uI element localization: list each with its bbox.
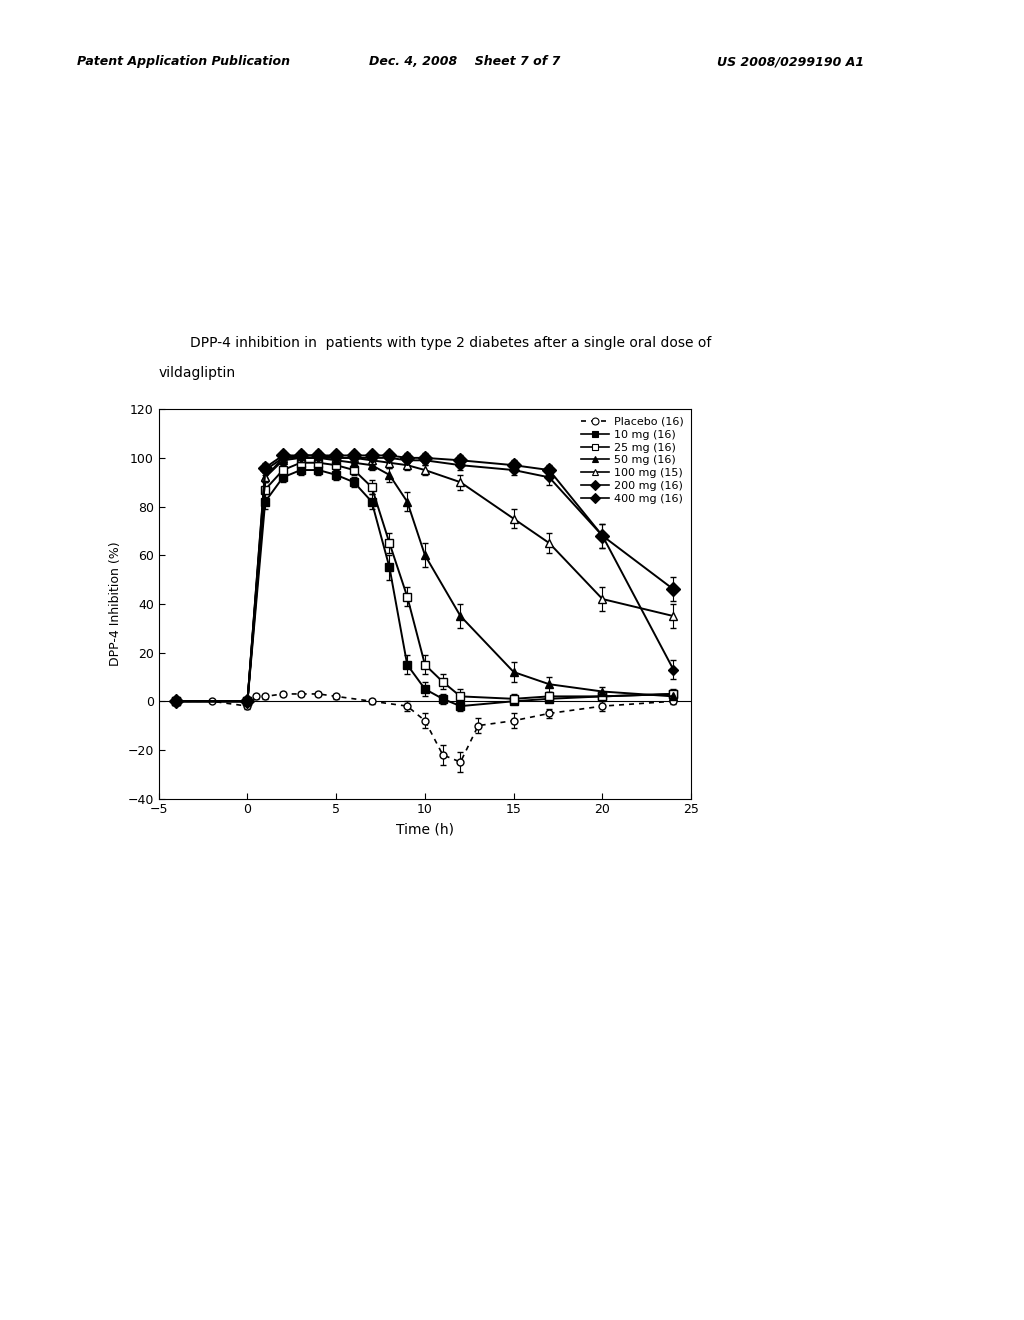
Text: US 2008/0299190 A1: US 2008/0299190 A1: [717, 55, 864, 69]
Text: vildagliptin: vildagliptin: [159, 366, 236, 380]
Text: DPP-4 inhibition in  patients with type 2 diabetes after a single oral dose of: DPP-4 inhibition in patients with type 2…: [189, 335, 712, 350]
X-axis label: Time (h): Time (h): [396, 822, 454, 836]
Legend: Placebo (16), 10 mg (16), 25 mg (16), 50 mg (16), 100 mg (15), 200 mg (16), 400 : Placebo (16), 10 mg (16), 25 mg (16), 50…: [580, 414, 686, 506]
Text: Dec. 4, 2008    Sheet 7 of 7: Dec. 4, 2008 Sheet 7 of 7: [369, 55, 560, 69]
Text: Patent Application Publication: Patent Application Publication: [77, 55, 290, 69]
Y-axis label: DPP-4 Inhibition (%): DPP-4 Inhibition (%): [109, 541, 122, 667]
